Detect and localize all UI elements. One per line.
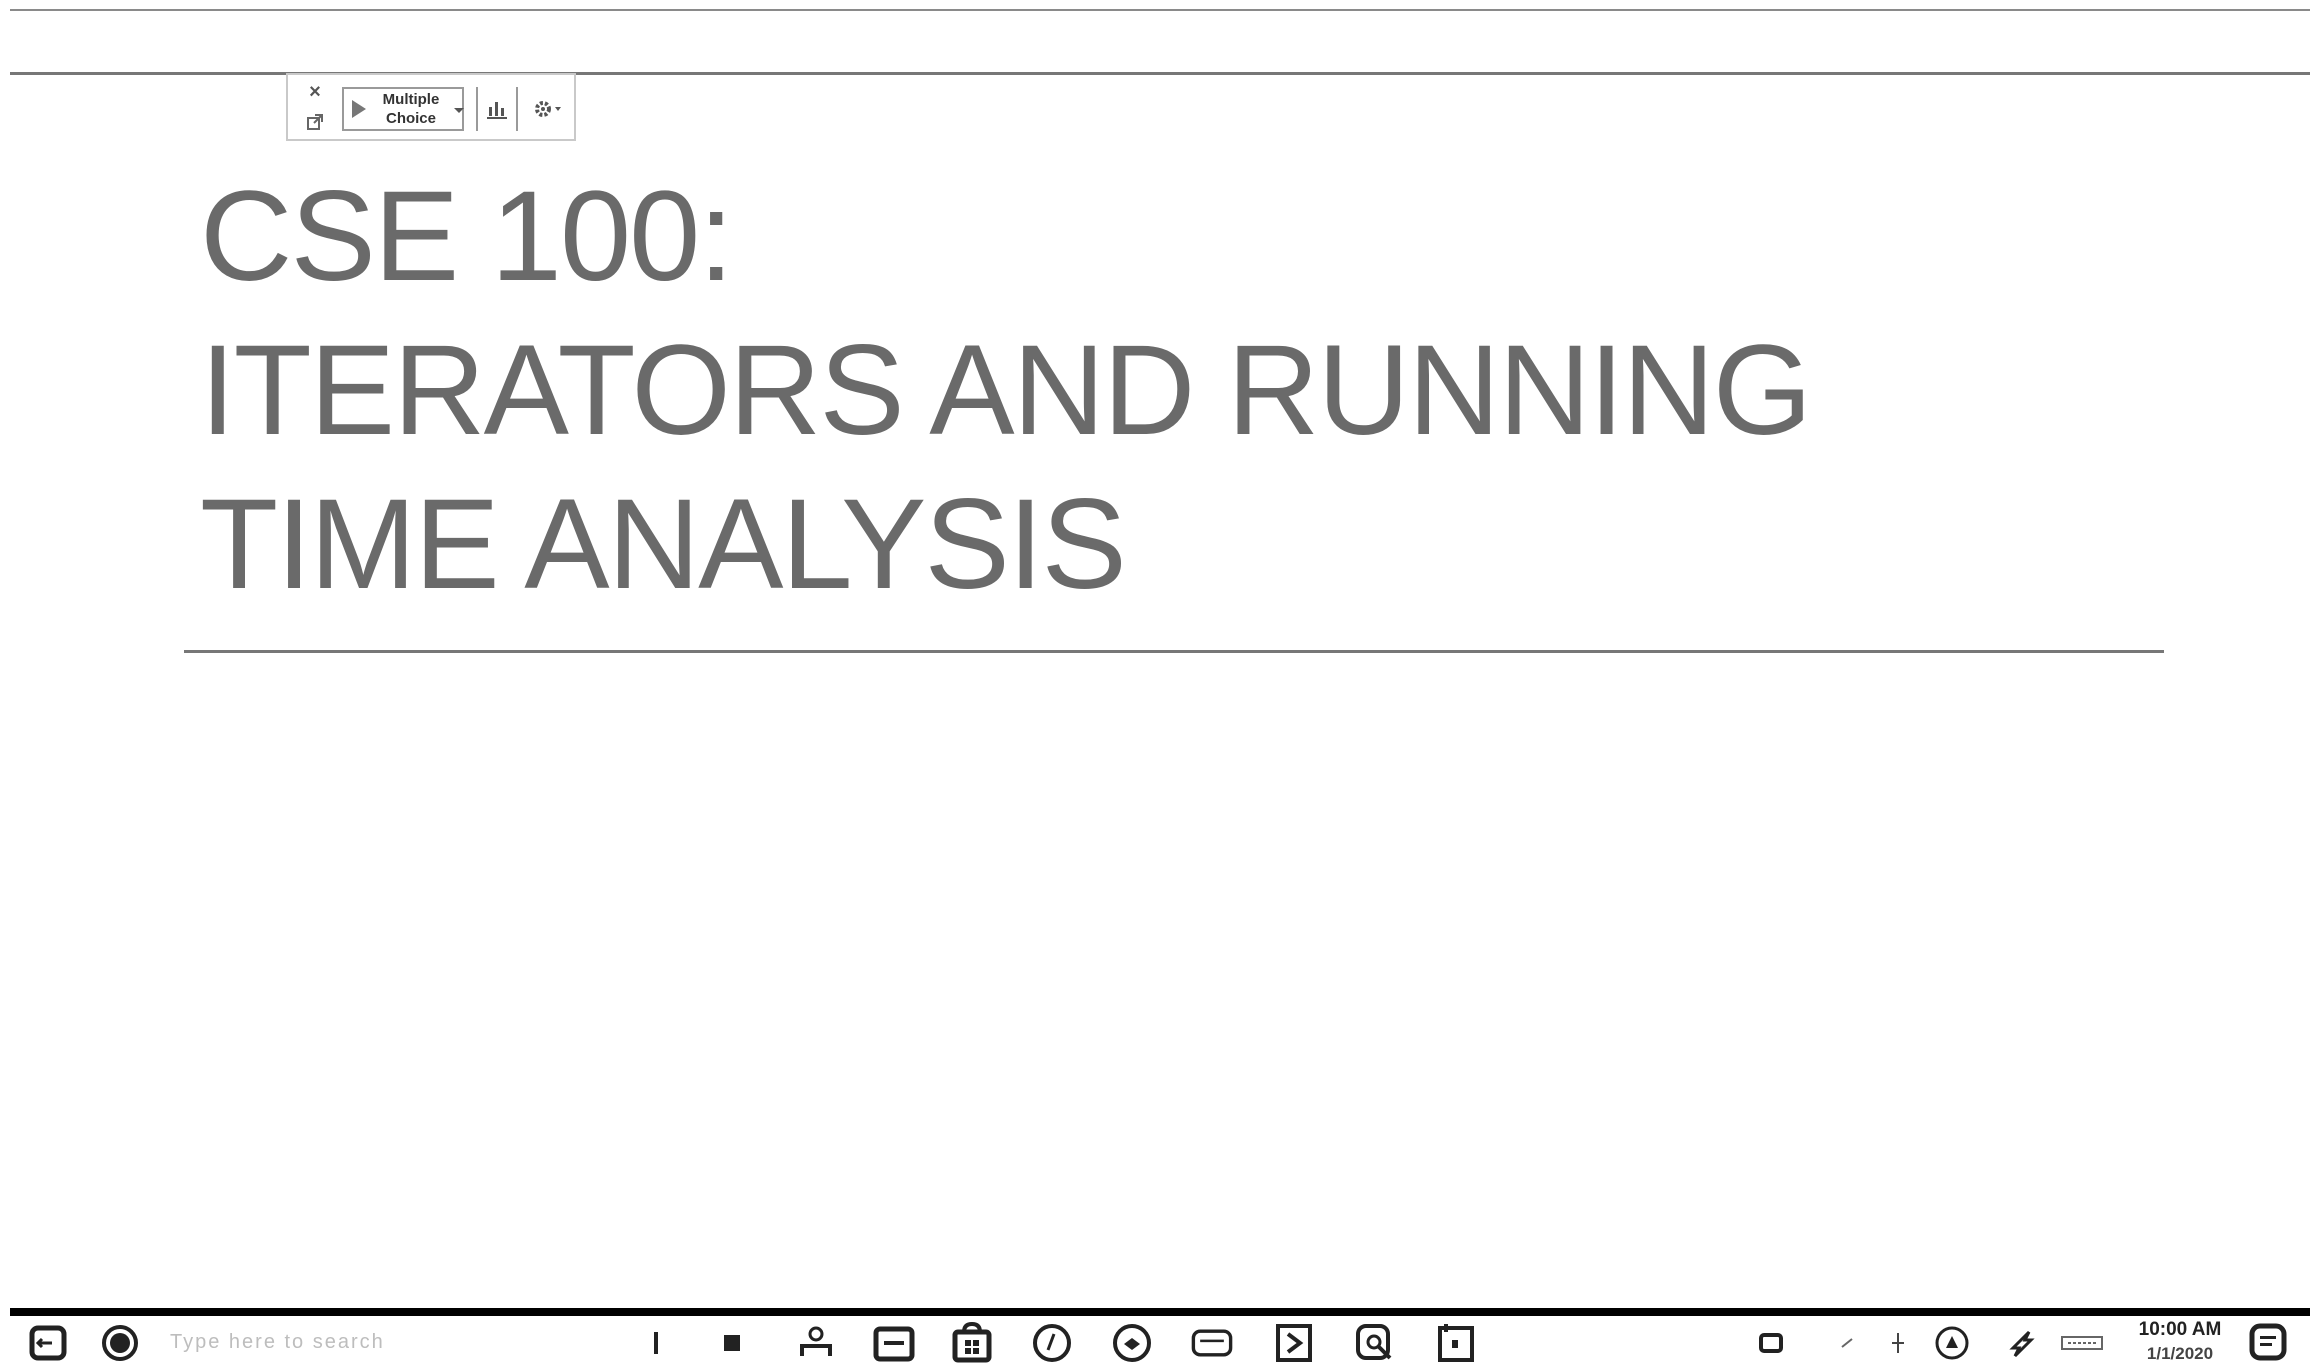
play-icon — [352, 100, 366, 118]
gear-icon — [535, 101, 561, 117]
windows-start-icon[interactable] — [26, 1322, 70, 1364]
keyboard-icon[interactable] — [2060, 1322, 2104, 1364]
title-line-2: ITERATORS AND RUNNING — [200, 319, 1812, 462]
slide-title: CSE 100: ITERATORS AND RUNNING TIME ANAL… — [200, 160, 2200, 622]
network-icon[interactable] — [1826, 1322, 1870, 1364]
taskbar-search-input[interactable]: Type here to search — [170, 1331, 385, 1353]
store-icon[interactable] — [950, 1322, 994, 1364]
start-poll-button[interactable]: Multiple Choice — [342, 87, 464, 131]
volume-icon[interactable] — [1930, 1322, 1974, 1364]
bar-chart-icon — [487, 102, 507, 119]
task-view-icon[interactable] — [634, 1322, 678, 1364]
title-underline — [184, 650, 2164, 653]
notifications-icon[interactable] — [2246, 1322, 2290, 1364]
people-icon[interactable] — [710, 1322, 754, 1364]
title-line-3: TIME ANALYSIS — [200, 473, 1127, 616]
taskbar-clock[interactable]: 10:00 AM 1/1/2020 — [2130, 1318, 2230, 1366]
taskbar-border — [10, 1308, 2310, 1316]
cortana-icon[interactable] — [98, 1322, 142, 1364]
media-icon[interactable] — [1434, 1322, 1478, 1364]
chrome-icon[interactable] — [1030, 1322, 1074, 1364]
chevron-down-icon[interactable] — [454, 108, 464, 113]
activity-type-line2: Choice — [385, 110, 436, 127]
device-icon[interactable] — [1750, 1322, 1794, 1364]
windows-taskbar: Type here to search — [10, 1316, 2310, 1371]
file-explorer-icon[interactable] — [794, 1322, 838, 1364]
activity-type-label: Multiple Choice — [376, 90, 446, 128]
header-divider — [10, 72, 2310, 75]
search-app-icon[interactable] — [1354, 1322, 1398, 1364]
popout-icon[interactable] — [304, 111, 326, 133]
poll-toolbar: × Multiple Choice — [286, 73, 576, 141]
title-line-1: CSE 100: — [200, 165, 734, 308]
battery-icon[interactable] — [2000, 1322, 2044, 1364]
clock-time: 10:00 AM — [2138, 1319, 2222, 1340]
results-chart-button[interactable] — [476, 87, 518, 131]
bluetooth-icon[interactable] — [1876, 1322, 1920, 1364]
firefox-icon[interactable] — [1110, 1322, 1154, 1364]
settings-button[interactable] — [526, 89, 570, 129]
folder-icon[interactable] — [872, 1322, 916, 1364]
powerpoint-icon[interactable] — [1272, 1322, 1316, 1364]
clock-date: 1/1/2020 — [2146, 1344, 2214, 1363]
close-icon[interactable]: × — [309, 80, 321, 103]
activity-type-line1: Multiple — [382, 91, 440, 108]
top-border-line — [10, 9, 2310, 11]
mail-icon[interactable] — [1190, 1322, 1234, 1364]
